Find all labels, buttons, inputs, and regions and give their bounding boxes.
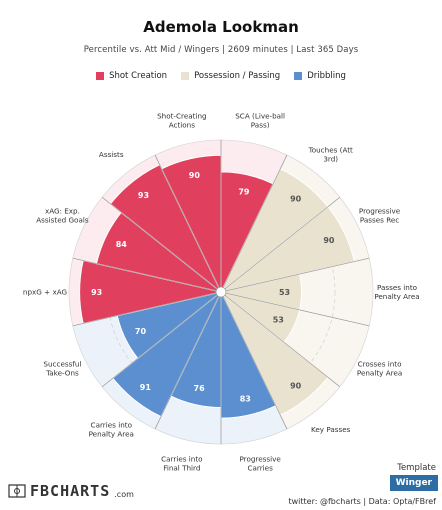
logo-text: FBCHARTS <box>30 482 111 500</box>
spoke <box>220 291 341 388</box>
spoke <box>72 257 222 293</box>
axis-label-xag-exp-assisted-goals: xAG: Exp. Assisted Goals <box>36 207 89 225</box>
data-label-carries-into-penalty-area: 91 <box>140 383 152 392</box>
spoke <box>154 154 222 293</box>
chart-title: Ademola Lookman <box>143 18 299 36</box>
data-label-touches-att-3rd: 90 <box>290 194 302 203</box>
spoke <box>101 291 222 388</box>
template-label: Template <box>397 463 436 473</box>
axis-label-carries-into-final-third: Carries into Final Third <box>161 455 202 473</box>
spoke <box>154 291 222 430</box>
spoke <box>101 196 222 293</box>
axis-label-successful-take-ons: Successful Take-Ons <box>43 359 81 377</box>
data-label-xag-exp-assisted-goals: 84 <box>116 240 128 249</box>
axis-label-carries-into-penalty-area: Carries into Penalty Area <box>89 421 134 439</box>
legend-item-possession-passing: Possession / Passing <box>181 71 280 81</box>
axis-label-assists: Assists <box>99 150 124 159</box>
data-credit: twitter: @fbcharts | Data: Opta/FBref <box>288 497 436 506</box>
axis-label-touches-att-3rd: Touches (Att 3rd) <box>308 145 353 163</box>
legend-swatch <box>96 72 105 80</box>
legend-label: Shot Creation <box>109 71 168 81</box>
spoke <box>220 154 288 293</box>
legend-item-dribbling: Dribbling <box>294 71 346 81</box>
axis-label-npxg-xag: npxG + xAG <box>23 288 67 297</box>
data-label-assists: 93 <box>138 191 149 200</box>
center-hub <box>215 286 227 298</box>
legend-label: Possession / Passing <box>194 71 281 81</box>
spoke <box>220 196 341 293</box>
data-label-carries-into-final-third: 76 <box>194 384 206 393</box>
data-label-npxg-xag: 93 <box>91 288 102 297</box>
data-label-shot-creating-actions: 90 <box>189 171 201 180</box>
data-label-progressive-passes-rec: 90 <box>323 236 335 245</box>
legend-label: Dribbling <box>307 71 346 81</box>
data-label-passes-into-penalty-area: 53 <box>279 288 290 297</box>
axis-label-passes-into-penalty-area: Passes into Penalty Area <box>374 283 419 301</box>
legend-swatch <box>181 72 190 80</box>
axis-label-crosses-into-penalty-area: Crosses into Penalty Area <box>357 359 402 377</box>
spoke <box>72 291 222 327</box>
pitch-icon <box>8 484 26 498</box>
axis-label-key-passes: Key Passes <box>311 425 351 434</box>
legend-item-shot-creation: Shot Creation <box>96 71 167 81</box>
axis-label-progressive-carries: Progressive Carries <box>239 455 281 473</box>
axis-label-sca-live-ball-pass: SCA (Live-ball Pass) <box>235 111 285 129</box>
legend-swatch <box>294 72 303 80</box>
template-badge: Winger <box>389 475 438 491</box>
data-label-key-passes: 90 <box>290 382 302 391</box>
chart-subtitle: Percentile vs. Att Mid / Wingers | 2609 … <box>83 45 359 55</box>
data-label-successful-take-ons: 70 <box>135 327 147 336</box>
axis-label-progressive-passes-rec: Progressive Passes Rec <box>359 207 401 225</box>
axis-label-shot-creating-actions: Shot-Creating Actions <box>157 111 207 129</box>
spoke <box>220 291 288 430</box>
data-label-sca-live-ball-pass: 79 <box>238 188 250 197</box>
fbcharts-logo: FBCHARTS .com <box>8 482 134 500</box>
data-label-crosses-into-penalty-area: 53 <box>273 316 284 325</box>
spoke <box>220 291 370 327</box>
data-label-progressive-carries: 83 <box>240 394 251 403</box>
legend: Shot Creation Possession / Passing Dribb… <box>0 71 442 81</box>
logo-suffix: .com <box>114 489 134 499</box>
spoke <box>220 257 370 293</box>
